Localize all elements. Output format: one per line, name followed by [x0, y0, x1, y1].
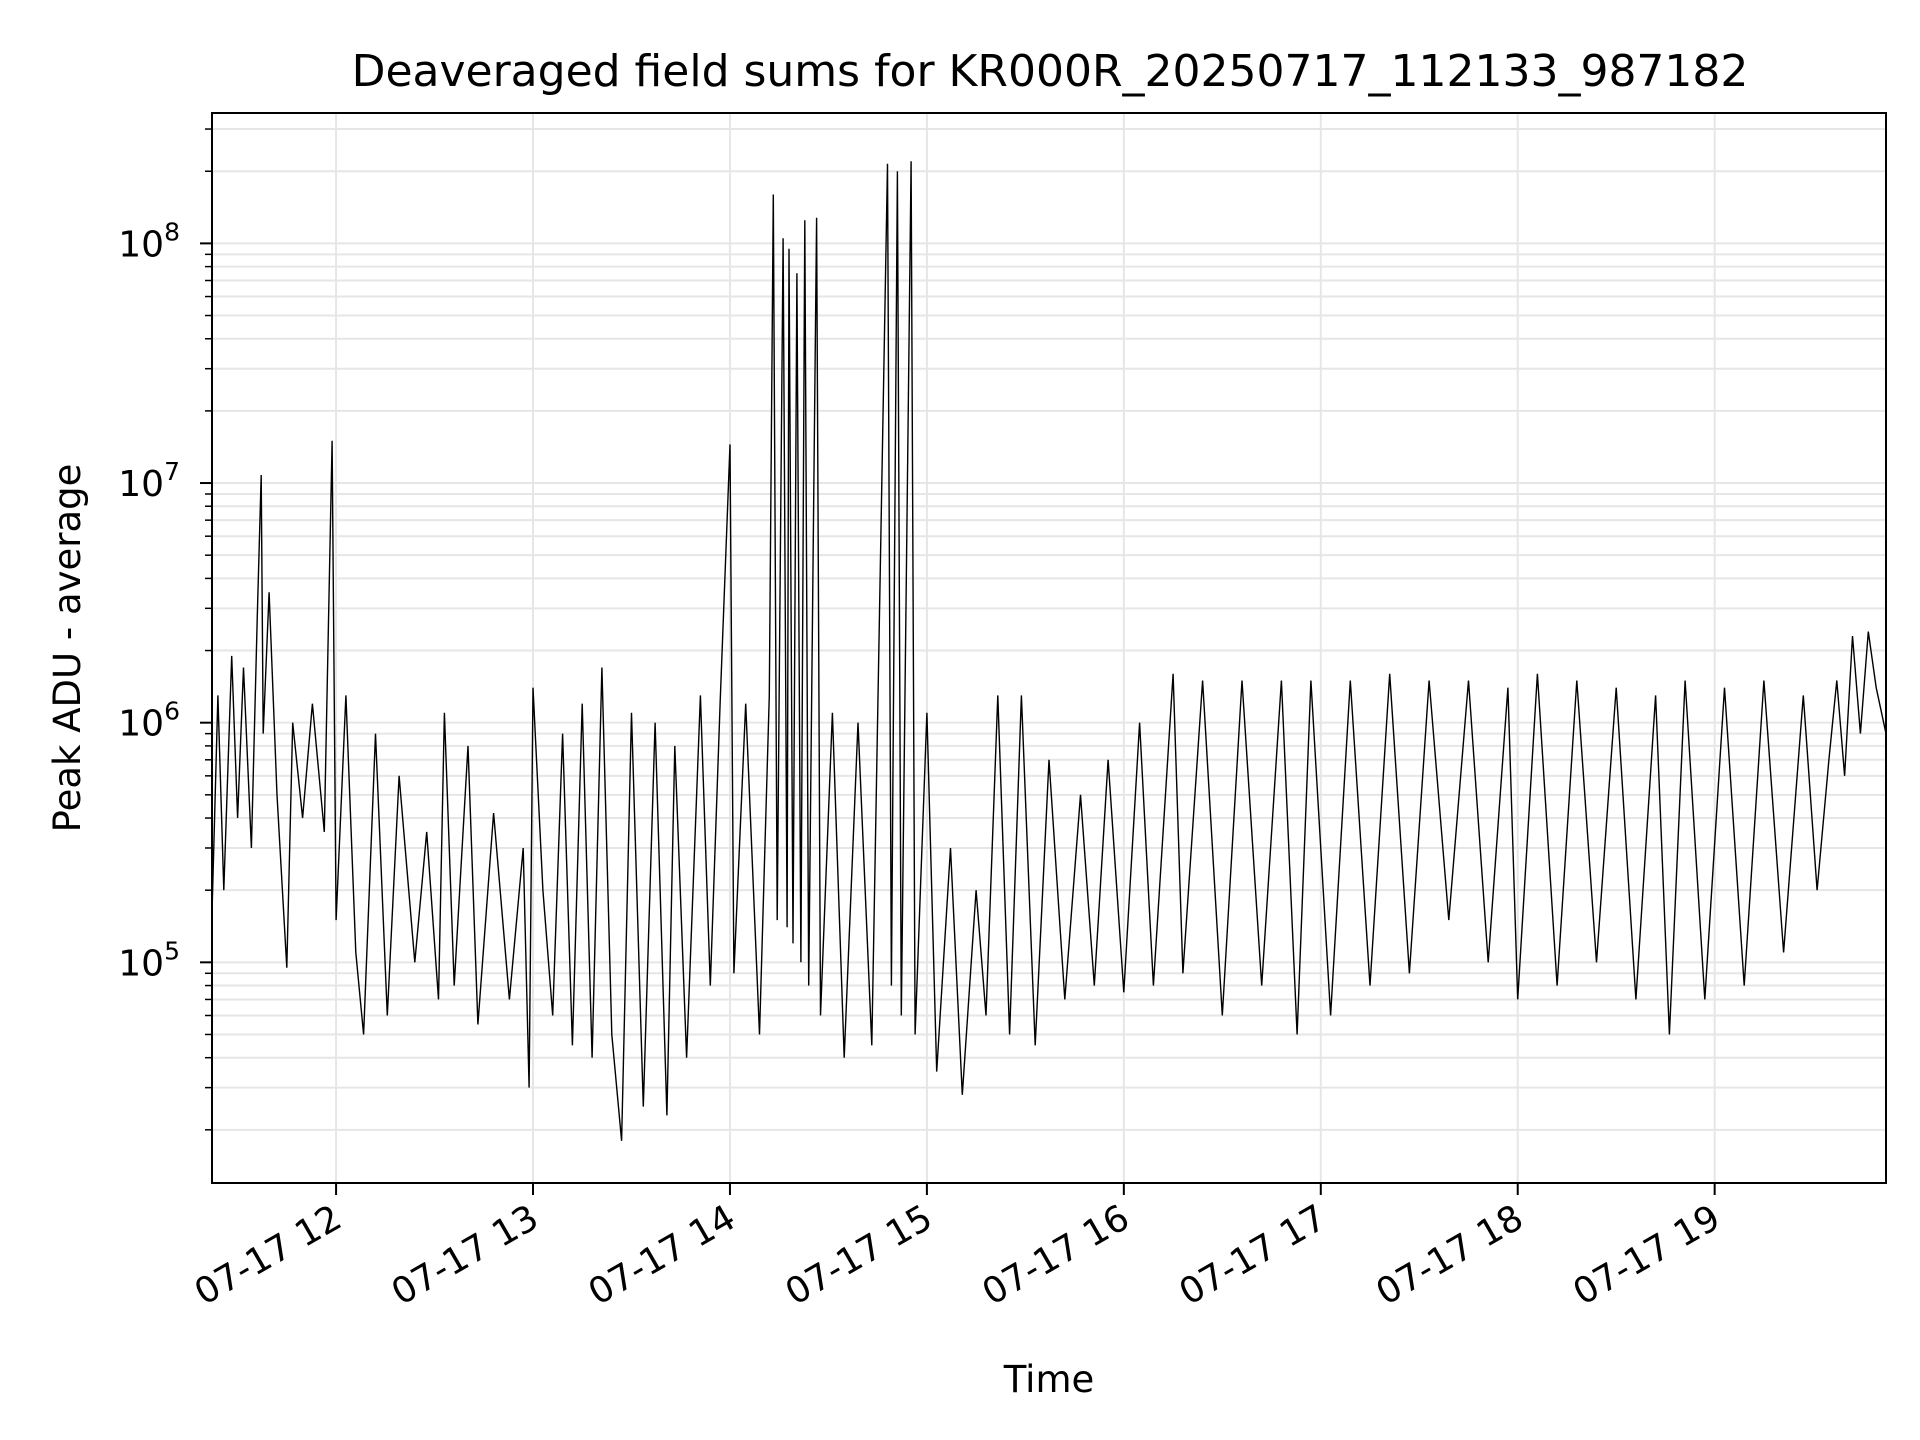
y-axis-label: Peak ADU - average: [46, 464, 89, 833]
series-line: [211, 161, 1887, 1141]
plot-frame: [211, 112, 1887, 1184]
chart-title: Deaveraged field sums for KR000R_2025071…: [352, 46, 1749, 97]
series-group: [211, 161, 1887, 1141]
y-tick-label: 108: [118, 217, 180, 265]
x-axis-label: Time: [1003, 1358, 1095, 1401]
